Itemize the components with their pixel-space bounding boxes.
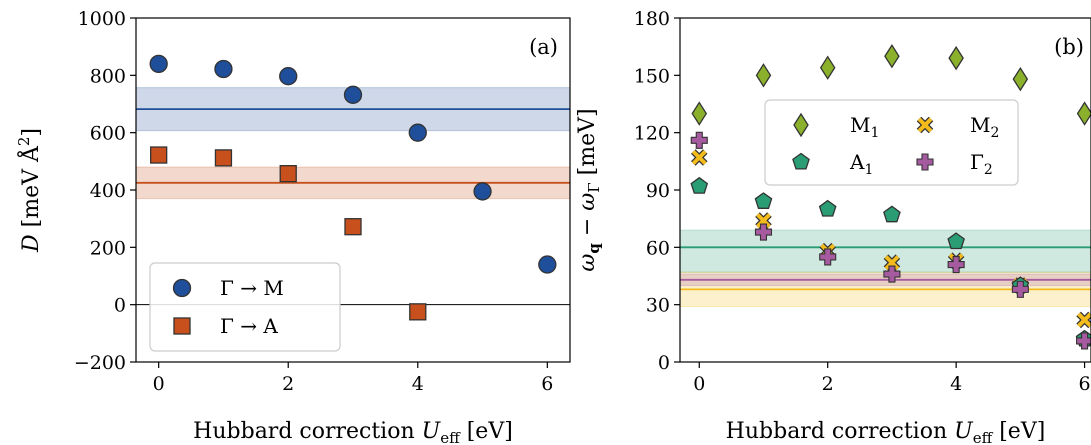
point-series — [1011, 280, 1029, 298]
x-axis-label: Hubbard correction Ueff [eV] — [193, 419, 513, 445]
x-tick-label: 4 — [950, 373, 962, 395]
point-m — [948, 45, 964, 71]
x-axis-label: Hubbard correction Ueff [eV] — [726, 419, 1046, 445]
y-tick-label: 180 — [634, 8, 670, 30]
y-tick-label: 60 — [646, 237, 670, 259]
legend-marker-m — [793, 112, 809, 138]
point-a — [279, 165, 297, 183]
x-tick-label: 6 — [1079, 373, 1091, 395]
point-m — [343, 85, 363, 104]
point-m — [690, 149, 708, 166]
y-tick-label: −200 — [74, 352, 126, 374]
x-mark-fill — [917, 117, 933, 133]
point-m — [473, 182, 492, 201]
x-mark-fill — [1077, 312, 1091, 328]
legend-label-m: M2 — [970, 113, 999, 141]
y-tick-label: 90 — [646, 180, 670, 202]
y-tick-label: 400 — [90, 180, 126, 202]
point-m — [691, 101, 708, 126]
panel-a: 0 2 4 6 −200 0 200 400 600 800 1000 Hubbard correct… — [15, 8, 571, 445]
point-a — [947, 232, 965, 250]
y-tick-label: 0 — [658, 352, 670, 374]
legend-label-a: A1 — [849, 150, 873, 178]
plot-area — [680, 44, 1091, 350]
point-m — [1076, 101, 1091, 126]
legend-marker-m — [916, 116, 934, 134]
x-mark-fill — [756, 213, 771, 228]
x-mark-fill — [691, 150, 707, 165]
point-m — [755, 63, 772, 88]
y-tick-label: 200 — [90, 237, 126, 259]
legend: M1 M2 A1 Γ2 — [764, 99, 1019, 186]
plot-area — [136, 54, 570, 321]
x-tick-label: 0 — [693, 373, 705, 395]
legend: Γ → M Γ → A — [149, 262, 341, 352]
point-a — [818, 199, 837, 217]
point-m — [884, 44, 900, 69]
x-tick-label: 2 — [822, 373, 834, 395]
point-a — [150, 146, 168, 164]
point-m — [1076, 311, 1091, 329]
legend-label-series: Γ2 — [970, 150, 993, 178]
point-a — [754, 192, 773, 209]
x-tick-label: 2 — [282, 373, 294, 395]
point-m — [408, 123, 427, 142]
x-tick-label: 6 — [541, 373, 553, 395]
x-tick-label: 4 — [412, 373, 424, 395]
y-tick-label: 600 — [90, 123, 126, 145]
point-series — [1076, 332, 1091, 350]
legend-label-m: M1 — [850, 113, 879, 141]
y-tick-label: 30 — [646, 295, 670, 317]
point-series — [819, 248, 837, 266]
point-a — [883, 205, 901, 223]
point-m — [1012, 66, 1029, 92]
point-series — [754, 223, 773, 241]
point-series — [947, 255, 965, 274]
legend-box — [149, 262, 341, 352]
point-series — [690, 131, 708, 149]
y-tick-label: 150 — [634, 65, 670, 87]
axes-frame — [679, 17, 1091, 363]
x-tick-label: 0 — [153, 373, 165, 395]
point-m — [214, 59, 233, 79]
point-m — [538, 255, 557, 274]
panel-label: (a) — [529, 35, 558, 59]
legend-marker-a — [173, 317, 191, 335]
y-axis-label: D [meV Å2] — [15, 128, 44, 253]
legend-marker-a — [792, 152, 810, 170]
x-mark-fill — [884, 255, 900, 271]
point-m — [149, 54, 168, 74]
point-a — [214, 149, 233, 167]
y-tick-label: 0 — [114, 295, 126, 317]
point-a — [344, 218, 362, 236]
legend-marker-series — [916, 153, 934, 171]
panel-label: (b) — [1054, 35, 1084, 59]
point-a — [409, 303, 427, 321]
legend-label-a: Γ → A — [220, 314, 278, 338]
point-m — [819, 55, 836, 80]
legend-box — [764, 99, 1019, 186]
point-series — [883, 265, 901, 283]
legend-label-m: Γ → M — [220, 276, 284, 300]
point-m — [883, 254, 901, 271]
y-axis-label: ωq − ωΓ [meV] — [575, 108, 603, 271]
legend-marker-m — [172, 278, 192, 298]
point-m — [755, 212, 772, 229]
y-tick-label: 1000 — [78, 8, 126, 30]
point-a — [690, 176, 709, 194]
y-tick-label: 800 — [90, 65, 126, 87]
point-m — [279, 67, 298, 86]
y-tick-label: 120 — [634, 123, 670, 145]
